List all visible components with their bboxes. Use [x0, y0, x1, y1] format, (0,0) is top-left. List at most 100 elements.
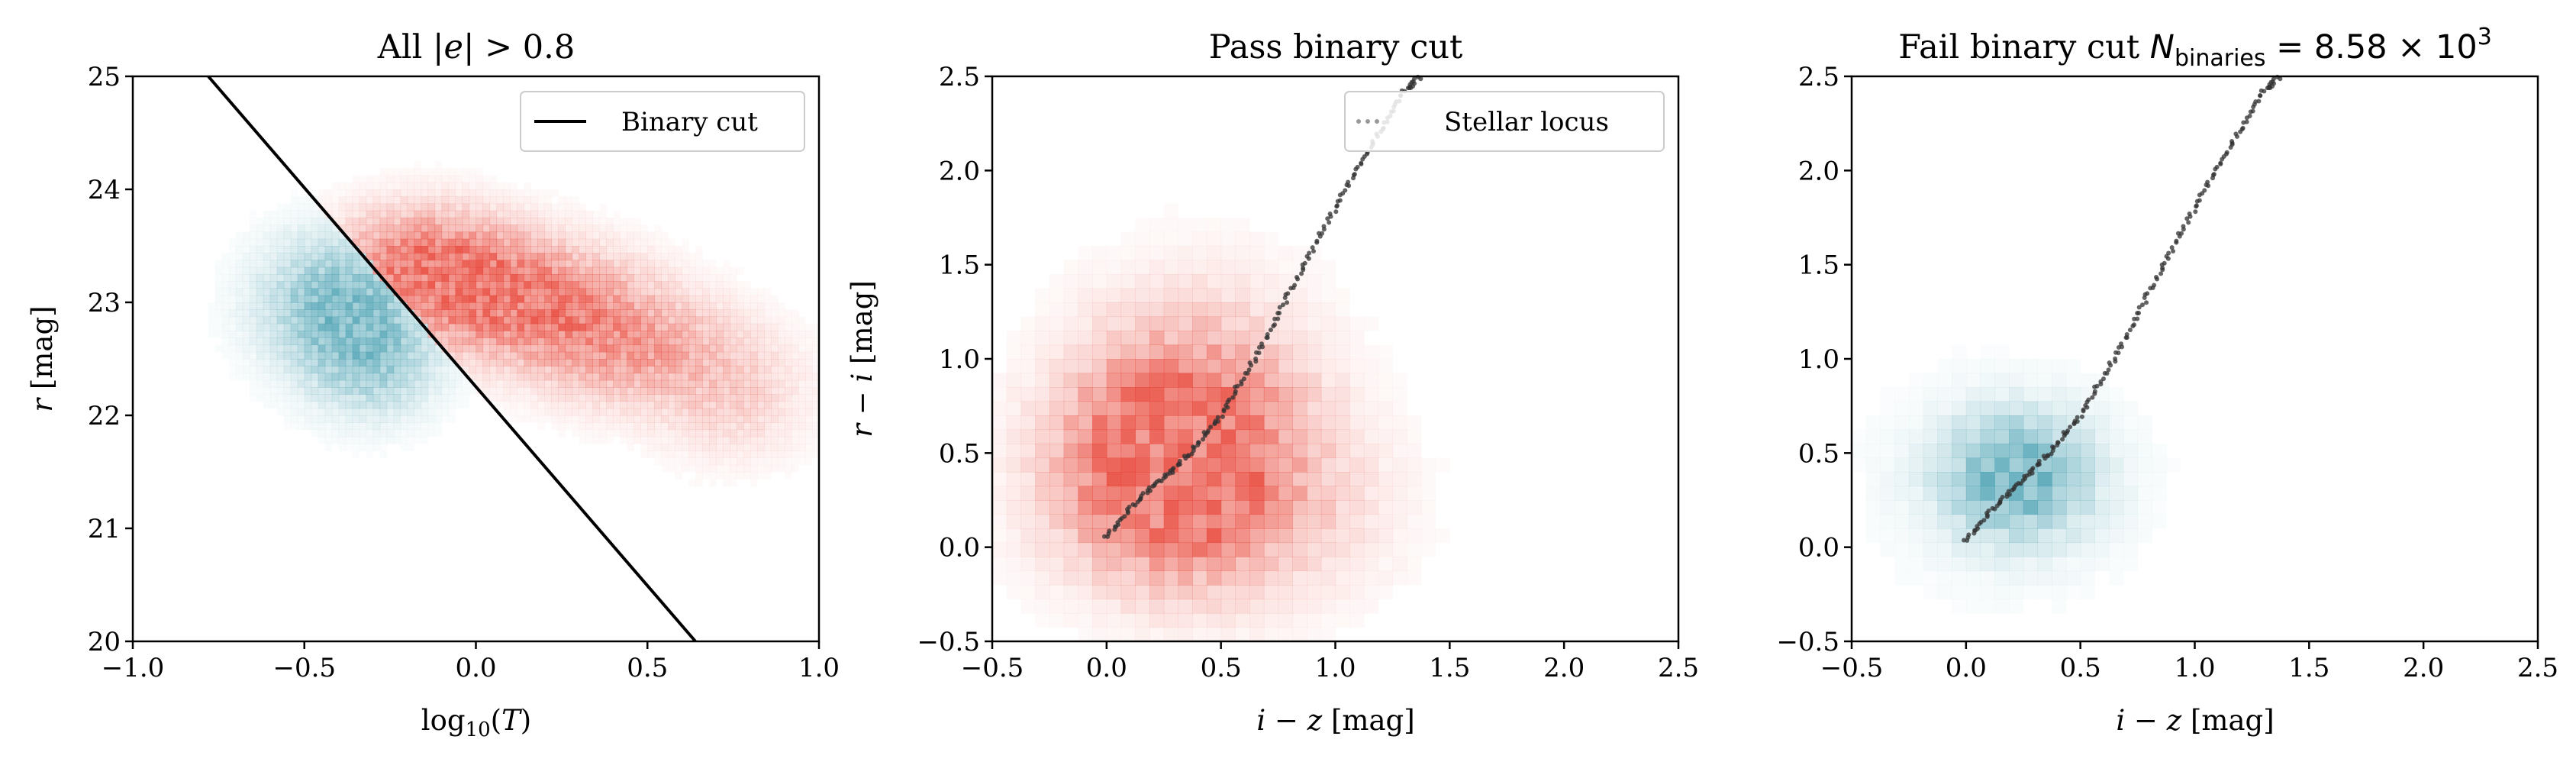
- heatmap-cell: [482, 295, 491, 303]
- heatmap-cell: [1378, 457, 1394, 473]
- heatmap-cell: [2052, 457, 2067, 473]
- heatmap-cell: [585, 274, 593, 282]
- heatmap-cell: [517, 295, 525, 303]
- heatmap-cell: [2094, 472, 2110, 487]
- heatmap-cell: [537, 295, 545, 303]
- heatmap-cell: [1321, 260, 1336, 275]
- heatmap-cell: [2152, 486, 2166, 501]
- heatmap-cell: [778, 351, 785, 360]
- heatmap-cell: [414, 401, 422, 409]
- heatmap-cell: [1235, 316, 1250, 331]
- heatmap-cell: [249, 281, 257, 289]
- heatmap-cell: [2109, 557, 2123, 571]
- heatmap-cell: [1235, 500, 1250, 515]
- heatmap-cell: [1307, 274, 1322, 289]
- heatmap-cell: [1278, 316, 1293, 331]
- heatmap-cell: [709, 288, 717, 296]
- heatmap-cell: [448, 231, 456, 240]
- heatmap-cell: [723, 408, 730, 416]
- heatmap-cell: [530, 331, 539, 338]
- heatmap-cell: [1092, 542, 1107, 557]
- heatmap-cell: [1035, 585, 1050, 600]
- heatmap-cell: [1436, 528, 1450, 543]
- heatmap-cell: [421, 344, 429, 353]
- heatmap-cell: [393, 288, 401, 296]
- stellar-locus-point: [2224, 150, 2229, 155]
- heatmap-cell: [695, 479, 703, 486]
- heatmap-cell: [743, 379, 751, 388]
- heatmap-cell: [428, 168, 436, 176]
- stellar-locus-point: [2187, 211, 2192, 216]
- heatmap-cell: [640, 260, 648, 268]
- heatmap-cell: [407, 175, 415, 183]
- heatmap-cell: [661, 309, 669, 318]
- heatmap-cell: [304, 295, 312, 303]
- heatmap-cell: [379, 401, 388, 409]
- heatmap-cell: [798, 366, 806, 374]
- stellar-locus-point: [2145, 291, 2150, 296]
- heatmap-cell: [2009, 359, 2024, 374]
- heatmap-cell: [229, 359, 237, 366]
- heatmap-cell: [414, 295, 422, 303]
- heatmap-cell: [1149, 359, 1165, 374]
- heatmap-cell: [682, 253, 689, 261]
- heatmap-cell: [723, 295, 730, 303]
- heatmap-cell: [482, 203, 491, 211]
- heatmap-cell: [592, 288, 600, 296]
- heatmap-cell: [434, 260, 443, 268]
- stellar-locus-point: [2124, 335, 2129, 341]
- heatmap-cell: [551, 309, 559, 318]
- heatmap-cell: [476, 288, 484, 296]
- heatmap-cell: [647, 387, 655, 395]
- heatmap-cell: [654, 379, 662, 388]
- heatmap-cell: [702, 464, 710, 473]
- heatmap-cell: [1249, 387, 1265, 402]
- heatmap-cell: [1192, 331, 1207, 346]
- heatmap-cell: [338, 359, 347, 366]
- heatmap-cell: [359, 189, 367, 197]
- heatmap-cell: [572, 210, 579, 218]
- heatmap-cell: [235, 309, 243, 318]
- heatmap-cell: [400, 401, 408, 409]
- heatmap-cell: [1035, 613, 1049, 628]
- heatmap-cell: [269, 266, 278, 275]
- stellar-locus-point: [1245, 370, 1250, 376]
- heatmap-cell: [352, 408, 360, 416]
- heatmap-cell: [1278, 331, 1293, 346]
- heatmap-cell: [1178, 429, 1193, 444]
- heatmap-cell: [489, 394, 498, 402]
- heatmap-cell: [1894, 415, 1910, 431]
- heatmap-cell: [771, 302, 779, 310]
- heatmap-cell: [496, 366, 505, 374]
- heatmap-cell: [551, 281, 559, 289]
- heatmap-cell: [338, 337, 347, 346]
- heatmap-cell: [1063, 528, 1078, 544]
- heatmap-cell: [730, 408, 737, 416]
- y-tick-label: 1.0: [1798, 344, 1839, 375]
- heatmap-cell: [737, 464, 744, 473]
- heatmap-cell: [757, 337, 765, 346]
- heatmap-cell: [1120, 429, 1136, 444]
- heatmap-cell: [1106, 500, 1122, 515]
- heatmap-cell: [551, 415, 559, 423]
- heatmap-cell: [482, 344, 491, 353]
- stellar-locus-point: [2065, 428, 2071, 434]
- heatmap-cell: [489, 366, 498, 374]
- heatmap-cell: [1407, 528, 1422, 544]
- heatmap-cell: [579, 359, 586, 366]
- heatmap-cell: [510, 231, 518, 240]
- heatmap-cell: [1235, 472, 1250, 487]
- heatmap-cell: [379, 436, 388, 444]
- heatmap-cell: [263, 281, 271, 289]
- heatmap-cell: [345, 387, 353, 395]
- heatmap-cell: [1321, 628, 1336, 642]
- heatmap-cell: [366, 218, 374, 225]
- heatmap-cell: [455, 210, 463, 218]
- heatmap-cell: [1149, 486, 1165, 501]
- heatmap-cell: [764, 408, 772, 416]
- heatmap-cell: [318, 344, 326, 353]
- heatmap-cell: [764, 323, 772, 331]
- heatmap-cell: [1952, 486, 1967, 501]
- heatmap-cell: [737, 288, 744, 296]
- heatmap-cell: [688, 274, 696, 282]
